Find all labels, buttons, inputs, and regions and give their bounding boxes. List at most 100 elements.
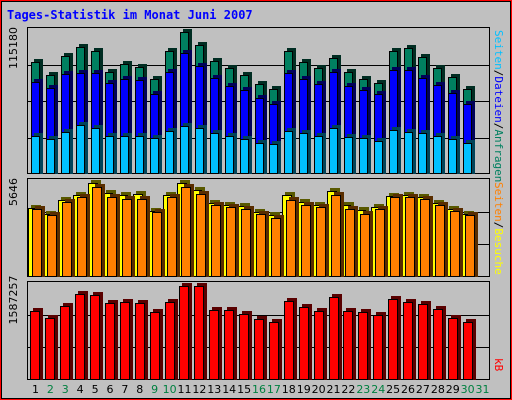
seiten-bar-day-25 (389, 130, 398, 174)
day-label: 5 (92, 383, 99, 396)
seiten-bar-day-8 (137, 199, 147, 277)
kb-bar-day-22 (343, 311, 353, 380)
seiten-bar-day-6 (105, 136, 114, 174)
kb-bar-day-16 (254, 319, 264, 380)
kb-bar-day-9 (150, 312, 160, 380)
seiten-bar-day-1 (32, 209, 42, 277)
kb-bar-day-2 (45, 318, 55, 380)
seiten-bar-day-27 (420, 199, 430, 277)
seiten-bar-day-23 (360, 214, 370, 277)
seiten-bar-day-7 (120, 136, 129, 174)
legend-entry: / (492, 70, 505, 77)
day-label: 9 (151, 383, 158, 396)
legend-entry: / (492, 123, 505, 130)
kb-bar-day-28 (433, 309, 443, 380)
kb-bar-day-21 (329, 297, 339, 380)
day-label: 17 (267, 383, 281, 396)
kb-legend: kB (492, 358, 505, 372)
day-label: 10 (163, 383, 177, 396)
legend-entry: / (492, 222, 505, 229)
day-label: 14 (222, 383, 236, 396)
kb-bar-day-12 (194, 286, 204, 380)
day-label: 21 (327, 383, 341, 396)
seiten-bar-day-17 (271, 218, 281, 277)
seiten-bar-day-9 (150, 138, 159, 174)
seiten-bar-day-3 (61, 132, 70, 174)
seiten-bar-day-21 (331, 195, 341, 277)
day-label: 8 (136, 383, 143, 396)
seiten-bar-day-28 (435, 205, 445, 277)
kb-bar-day-23 (358, 312, 368, 380)
seiten-bar-day-14 (226, 207, 236, 277)
kb-bar-day-19 (299, 307, 309, 380)
bars-layer (28, 29, 478, 380)
kb-bar-day-7 (120, 302, 130, 380)
seiten-bar-day-5 (91, 128, 100, 174)
seiten-bar-day-21 (329, 128, 338, 174)
seiten-bar-day-12 (195, 128, 204, 174)
seiten-bar-day-19 (299, 133, 308, 174)
seiten-bar-day-23 (359, 138, 368, 174)
legend-entry: Besuche (492, 228, 505, 274)
seiten-bar-day-16 (255, 143, 264, 174)
day-label: 6 (106, 383, 113, 396)
kb-bar-day-6 (105, 303, 115, 380)
kb-bar-day-1 (30, 311, 40, 380)
day-label: 25 (386, 383, 400, 396)
kb-bar-day-20 (314, 311, 324, 380)
seiten-bar-day-3 (62, 202, 72, 277)
seiten-bar-day-26 (404, 132, 413, 174)
hits-max-label: 115180 (7, 27, 20, 69)
kb-bar-day-14 (224, 310, 234, 380)
seiten-bar-day-24 (374, 141, 383, 174)
seiten-bar-day-15 (241, 209, 251, 277)
chart-title: Tages-Statistik im Monat Juni 2007 (7, 8, 253, 22)
kb-bar-day-3 (60, 306, 70, 380)
legend-entry: Anfragen (492, 129, 505, 182)
day-label: 23 (356, 383, 370, 396)
seiten-bar-day-20 (314, 136, 323, 174)
day-label: 3 (62, 383, 69, 396)
day-label: 12 (192, 383, 206, 396)
seiten-bar-day-25 (390, 197, 400, 277)
day-label: 1 (32, 383, 39, 396)
seiten-bar-day-13 (211, 205, 221, 277)
kb-bar-day-18 (284, 301, 294, 380)
seiten-bar-day-30 (463, 143, 472, 174)
seiten-bar-day-17 (269, 144, 278, 174)
seiten-bar-day-10 (165, 131, 174, 174)
day-label: 13 (207, 383, 221, 396)
seiten-bar-day-18 (286, 200, 296, 277)
legend-entry: kB (492, 358, 505, 372)
day-label: 4 (77, 383, 84, 396)
kb-bar-day-24 (373, 315, 383, 380)
day-label: 31 (476, 383, 490, 396)
seiten-bar-day-12 (196, 194, 206, 277)
seiten-bar-day-4 (76, 125, 85, 174)
kb-bar-day-4 (75, 294, 85, 380)
seiten-bar-day-20 (316, 207, 326, 277)
day-label: 16 (252, 383, 266, 396)
legend-entry: Seiten (492, 182, 505, 222)
day-label: 11 (177, 383, 191, 396)
kb-bar-day-29 (448, 318, 458, 380)
kb-bar-day-25 (388, 299, 398, 380)
legend-entry: Dateien (492, 76, 505, 122)
seiten-bar-day-19 (301, 205, 311, 277)
panel-2-bars (28, 180, 478, 277)
panel-3-bars (30, 283, 476, 380)
day-label: 7 (121, 383, 128, 396)
seiten-bar-day-29 (450, 211, 460, 277)
seiten-bar-day-15 (240, 139, 249, 174)
day-label: 15 (237, 383, 251, 396)
kb-bar-day-27 (418, 304, 428, 380)
seiten-bar-day-14 (225, 136, 234, 174)
seiten-bar-day-8 (135, 136, 144, 174)
day-label: 2 (47, 383, 54, 396)
visits-legend: Seiten/Besuche (492, 182, 505, 275)
seiten-bar-day-1 (31, 136, 40, 174)
legend-entry: Seiten (492, 30, 505, 70)
